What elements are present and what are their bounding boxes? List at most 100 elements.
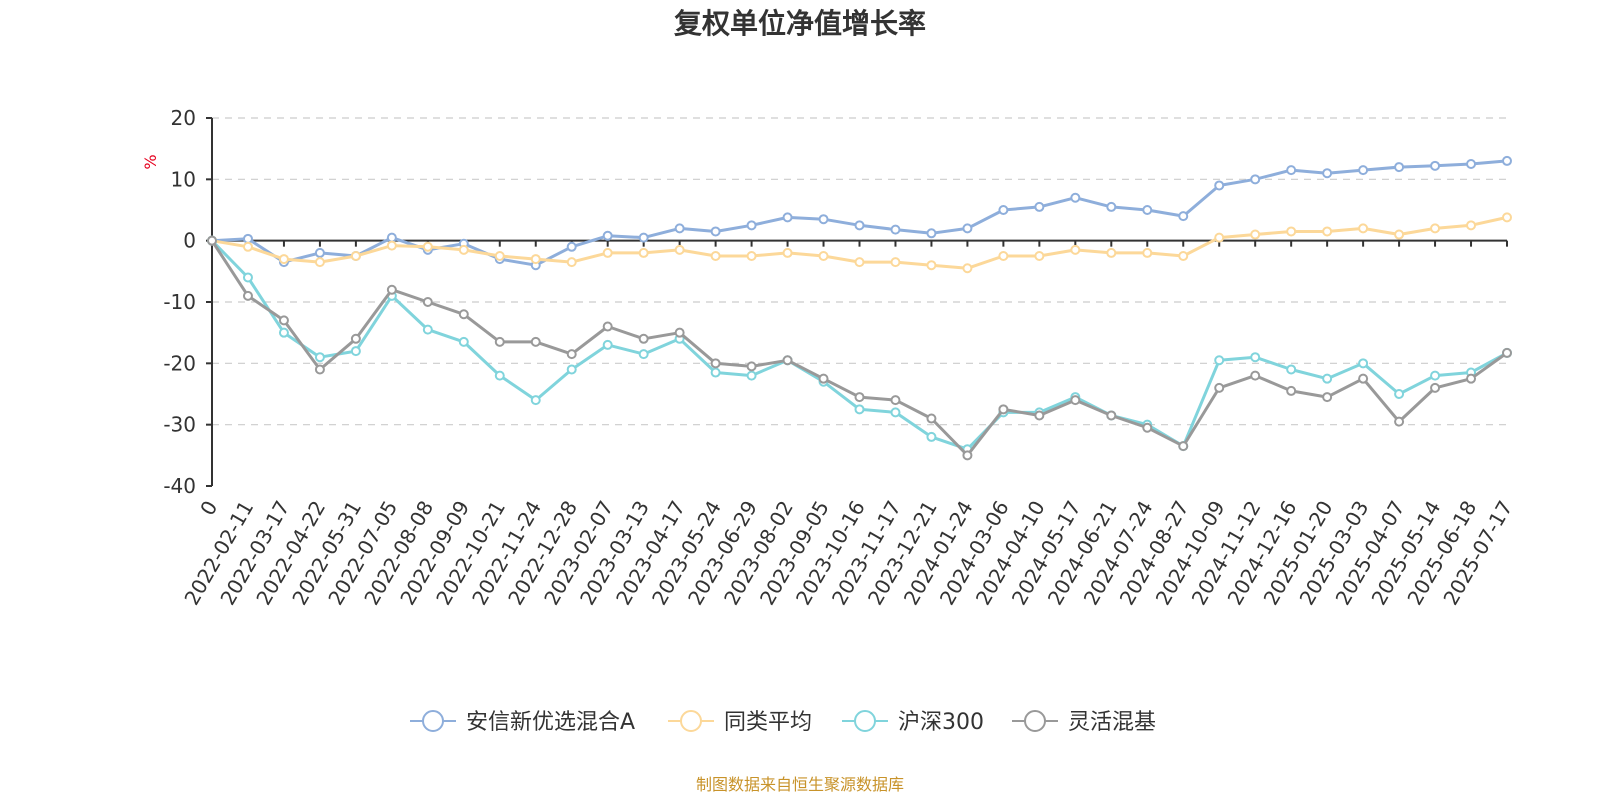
- data-point: [278, 315, 289, 326]
- data-point: [926, 228, 937, 239]
- data-point: [1466, 220, 1477, 231]
- y-tick-label: 20: [171, 106, 196, 130]
- data-point: [1070, 244, 1081, 255]
- data-point: [1070, 395, 1081, 406]
- data-point: [1214, 382, 1225, 393]
- data-point: [530, 336, 541, 347]
- data-point: [566, 257, 577, 268]
- data-point: [638, 232, 649, 243]
- data-point: [638, 349, 649, 360]
- data-point: [1322, 392, 1333, 403]
- data-point: [278, 254, 289, 265]
- data-point: [890, 395, 901, 406]
- data-point: [1358, 358, 1369, 369]
- y-tick-label: 0: [183, 229, 196, 253]
- data-point: [674, 223, 685, 234]
- data-point: [242, 241, 253, 252]
- data-point: [566, 349, 577, 360]
- data-point: [1106, 410, 1117, 421]
- data-point: [602, 321, 613, 332]
- data-point: [1214, 232, 1225, 243]
- series-line: [210, 239, 1508, 451]
- legend-circle-icon: [422, 710, 444, 732]
- data-point: [1250, 174, 1261, 185]
- y-tick-label: -30: [163, 413, 196, 437]
- data-point: [1034, 201, 1045, 212]
- data-point: [1394, 416, 1405, 427]
- legend-item[interactable]: 沪深300: [842, 710, 984, 735]
- data-point: [1358, 165, 1369, 176]
- data-point: [854, 404, 865, 415]
- data-point: [602, 230, 613, 241]
- data-point: [1142, 247, 1153, 258]
- data-point: [1394, 162, 1405, 173]
- data-point: [1142, 205, 1153, 215]
- y-tick-label: -10: [163, 290, 196, 314]
- legend-label: 安信新优选混合A: [466, 710, 635, 735]
- series-3: [207, 235, 1512, 461]
- data-point: [494, 336, 505, 347]
- data-point: [530, 254, 541, 265]
- data-point: [890, 257, 901, 268]
- data-point: [1502, 212, 1512, 223]
- data-point: [638, 333, 649, 344]
- y-tick-label: 10: [171, 167, 196, 191]
- data-point: [962, 263, 973, 274]
- data-point: [1250, 352, 1261, 363]
- x-axis: 02022-02-112022-03-172022-04-222022-05-3…: [179, 239, 1517, 609]
- legend-item[interactable]: 同类平均: [668, 710, 812, 735]
- data-point: [1358, 373, 1369, 384]
- data-point: [890, 224, 901, 235]
- data-point: [1466, 159, 1477, 169]
- series-line: [210, 239, 1508, 457]
- y-axis: 20 10 0 -10 -20 -30 -40: [163, 106, 213, 498]
- data-point: [782, 212, 793, 223]
- data-point: [278, 327, 289, 338]
- x-tick-label: 0: [195, 497, 222, 520]
- data-point: [1430, 223, 1441, 234]
- data-point: [782, 247, 793, 258]
- data-point: [1142, 422, 1153, 433]
- data-point: [746, 370, 757, 381]
- data-point: [314, 364, 325, 375]
- data-point: [1502, 155, 1512, 166]
- data-point: [1178, 441, 1189, 452]
- data-point: [386, 240, 397, 251]
- data-point: [242, 272, 253, 283]
- data-point: [926, 413, 937, 424]
- data-point: [926, 431, 937, 442]
- data-point: [350, 251, 361, 261]
- y-tick-label: -40: [163, 474, 196, 498]
- data-point: [1502, 347, 1512, 358]
- data-point: [782, 355, 793, 366]
- data-point: [1034, 410, 1045, 421]
- data-point: [386, 284, 397, 295]
- data-point: [602, 247, 613, 258]
- data-point: [1250, 370, 1261, 381]
- data-point: [674, 327, 685, 338]
- data-point: [566, 364, 577, 375]
- data-point: [818, 251, 829, 261]
- data-point: [530, 395, 541, 406]
- legend-label: 同类平均: [724, 710, 812, 735]
- data-point: [422, 297, 433, 307]
- data-point: [998, 251, 1009, 261]
- data-point: [926, 260, 937, 271]
- data-point: [494, 251, 505, 261]
- series-line: [211, 159, 1508, 267]
- data-point: [386, 232, 397, 243]
- data-point: [1286, 226, 1297, 237]
- data-point: [710, 251, 721, 261]
- legend-circle-icon: [854, 710, 876, 732]
- data-point: [746, 361, 757, 372]
- legend-label: 沪深300: [898, 710, 984, 735]
- data-point: [602, 339, 613, 350]
- data-point: [458, 336, 469, 347]
- data-point: [1286, 364, 1297, 375]
- legend-item[interactable]: 安信新优选混合A: [410, 710, 635, 735]
- data-point: [818, 373, 829, 384]
- legend-item[interactable]: 灵活混基: [1012, 710, 1156, 735]
- data-point: [350, 346, 361, 357]
- data-point: [350, 333, 361, 344]
- data-point: [1322, 226, 1333, 237]
